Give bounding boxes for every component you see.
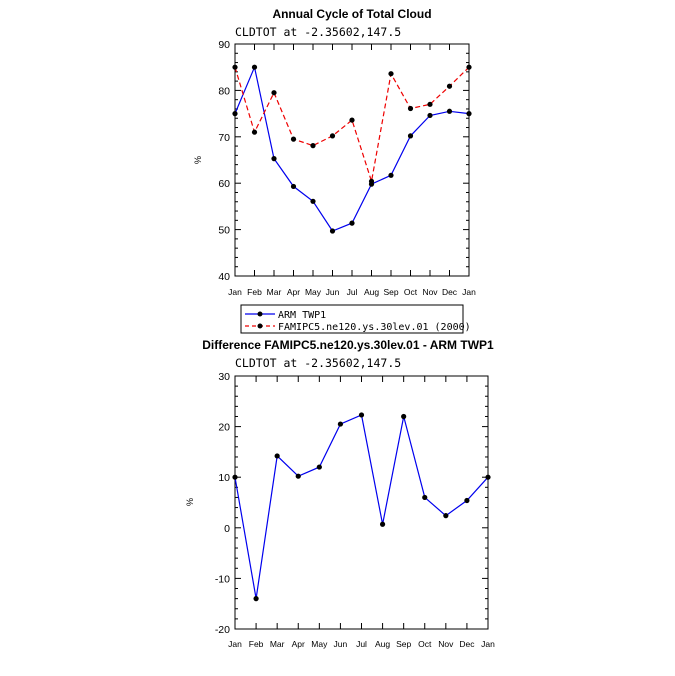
chart1-series-0-point	[407, 133, 414, 139]
chart2-series-0-point	[253, 596, 259, 602]
chart1-series-1-point	[349, 117, 355, 123]
chart2-series-0-point	[485, 474, 491, 480]
chart1-series-0-point	[349, 220, 355, 226]
chart2-ytick-label: 30	[218, 371, 230, 383]
chart2-ytick-label: -10	[215, 573, 230, 585]
chart2-series-0-point	[274, 453, 280, 459]
chart1-series-1-point	[466, 64, 472, 70]
chart1-ytick-label: 90	[218, 39, 230, 51]
chart1-series-1-point	[251, 129, 258, 135]
chart1-series-1-point	[368, 178, 375, 184]
chart2-plot: -20 -10 0 10 20 30 Jan Feb Mar Apr May Jun Jul Aug Sep…	[215, 371, 495, 649]
chart1-series-1-point	[407, 105, 414, 112]
chart1-series-0-point	[271, 156, 277, 162]
chart1-ytick-label: 60	[218, 178, 230, 190]
chart1-xtick-label: Mar	[267, 287, 282, 297]
chart2-ytick-label: 0	[224, 523, 230, 535]
chart2-xtick-label: Jan	[228, 639, 242, 649]
chart2-xtick-label: Jan	[481, 639, 495, 649]
chart1-series-0-point	[446, 108, 453, 114]
chart2-xtick-label: Jul	[356, 639, 367, 649]
chart1-ytick-label: 80	[218, 85, 230, 97]
chart1-series-1-point	[329, 133, 336, 139]
chart1-ytick-label: 70	[218, 132, 230, 144]
chart1-series-0-point	[466, 111, 472, 117]
chart2-series-0-point	[295, 473, 301, 479]
chart2-ytick-label: 20	[218, 422, 230, 434]
chart1-xtick-label: Jan	[228, 287, 242, 297]
chart2-ytick-label: 10	[218, 472, 230, 484]
chart2-xtick-label: Jun	[334, 639, 348, 649]
chart2-ylabel: %	[185, 498, 195, 506]
chart1-series-0-point	[251, 64, 258, 70]
chart2-series-0-point	[232, 474, 238, 480]
chart2-ytick-label: -20	[215, 624, 230, 636]
chart2-series-0-point	[316, 464, 322, 470]
chart1-xtick-label: Dec	[442, 287, 458, 297]
chart2-xtick-label: Feb	[249, 639, 264, 649]
chart2-xtick-label: Oct	[418, 639, 432, 649]
chart1-series-0-point	[388, 172, 394, 178]
chart2-series-0-point	[379, 521, 386, 527]
chart2-xtick-label: May	[311, 639, 328, 649]
chart2-series-0-point	[358, 412, 365, 418]
chart1-title: Annual Cycle of Total Cloud	[272, 7, 431, 21]
chart1-series-0-point	[290, 183, 297, 190]
chart1-series-0-point	[232, 111, 238, 117]
chart1-xtick-label: Jun	[326, 287, 340, 297]
chart1-series-line-0	[234, 65, 470, 232]
chart1-series-1-point	[427, 101, 433, 107]
chart1-ytick-label: 50	[218, 225, 230, 237]
chart1-series-1-point	[271, 90, 277, 96]
chart2-series-0-point	[422, 494, 428, 501]
chart1-xtick-label: Apr	[287, 287, 300, 297]
legend-model-marker	[257, 323, 263, 329]
legend-arm-label: ARM TWP1	[278, 310, 326, 321]
chart1-series-0-point	[427, 112, 433, 119]
chart1-xtick-label: Jan	[462, 287, 476, 297]
chart2-series-0-point	[337, 421, 344, 427]
chart1-series-1-point	[388, 71, 394, 77]
chart2-series-0-point	[464, 497, 470, 504]
chart1-plot: 40 50 60 70 80 90 Jan Feb Mar Apr May Jun Jul Aug Sep O…	[218, 39, 476, 297]
chart2-xtick-label: Mar	[270, 639, 285, 649]
chart1-xtick-label: May	[305, 287, 322, 297]
chart1-legend: ARM TWP1 FAMIPC5.ne120.ys.30lev.01 (2000…	[240, 304, 471, 334]
chart2-title: Difference FAMIPC5.ne120.ys.30lev.01 - A…	[202, 338, 494, 352]
chart1-xtick-label: Aug	[364, 287, 379, 297]
chart2-series-0-point	[401, 413, 407, 420]
chart2-xtick-label: Apr	[292, 639, 305, 649]
chart2-xtick-label: Dec	[459, 639, 475, 649]
chart1-series-1-point	[290, 136, 297, 142]
chart2-subtitle: CLDTOT at -2.35602,147.5	[235, 356, 401, 370]
chart1-series-line-1	[234, 66, 470, 182]
legend-model-label: FAMIPC5.ne120.ys.30lev.01 (2000)	[278, 322, 471, 333]
chart2-xtick-label: Aug	[375, 639, 390, 649]
chart2-series-line-0	[234, 414, 489, 599]
legend-arm-marker	[257, 311, 263, 317]
chart1-series-0-point	[329, 228, 336, 234]
chart1-ylabel: %	[193, 156, 203, 164]
chart1-series-1-point	[310, 143, 316, 149]
chart1-xtick-label: Sep	[383, 287, 398, 297]
chart1-xtick-label: Feb	[247, 287, 262, 297]
chart1-series-1-point	[446, 83, 453, 89]
chart2-series-0-point	[443, 513, 449, 519]
chart1-series-1-point	[232, 64, 238, 70]
chart2-xtick-label: Nov	[438, 639, 454, 649]
chart1-xtick-label: Jul	[347, 287, 358, 297]
chart1-xtick-label: Oct	[404, 287, 418, 297]
chart1-subtitle: CLDTOT at -2.35602,147.5	[235, 25, 401, 39]
chart1-ytick-label: 40	[218, 271, 230, 283]
chart2-xtick-label: Sep	[396, 639, 411, 649]
legend-box	[240, 304, 464, 334]
chart1-xtick-label: Nov	[422, 287, 438, 297]
chart1-frame	[234, 43, 470, 277]
chart1-series-0-point	[310, 198, 316, 204]
